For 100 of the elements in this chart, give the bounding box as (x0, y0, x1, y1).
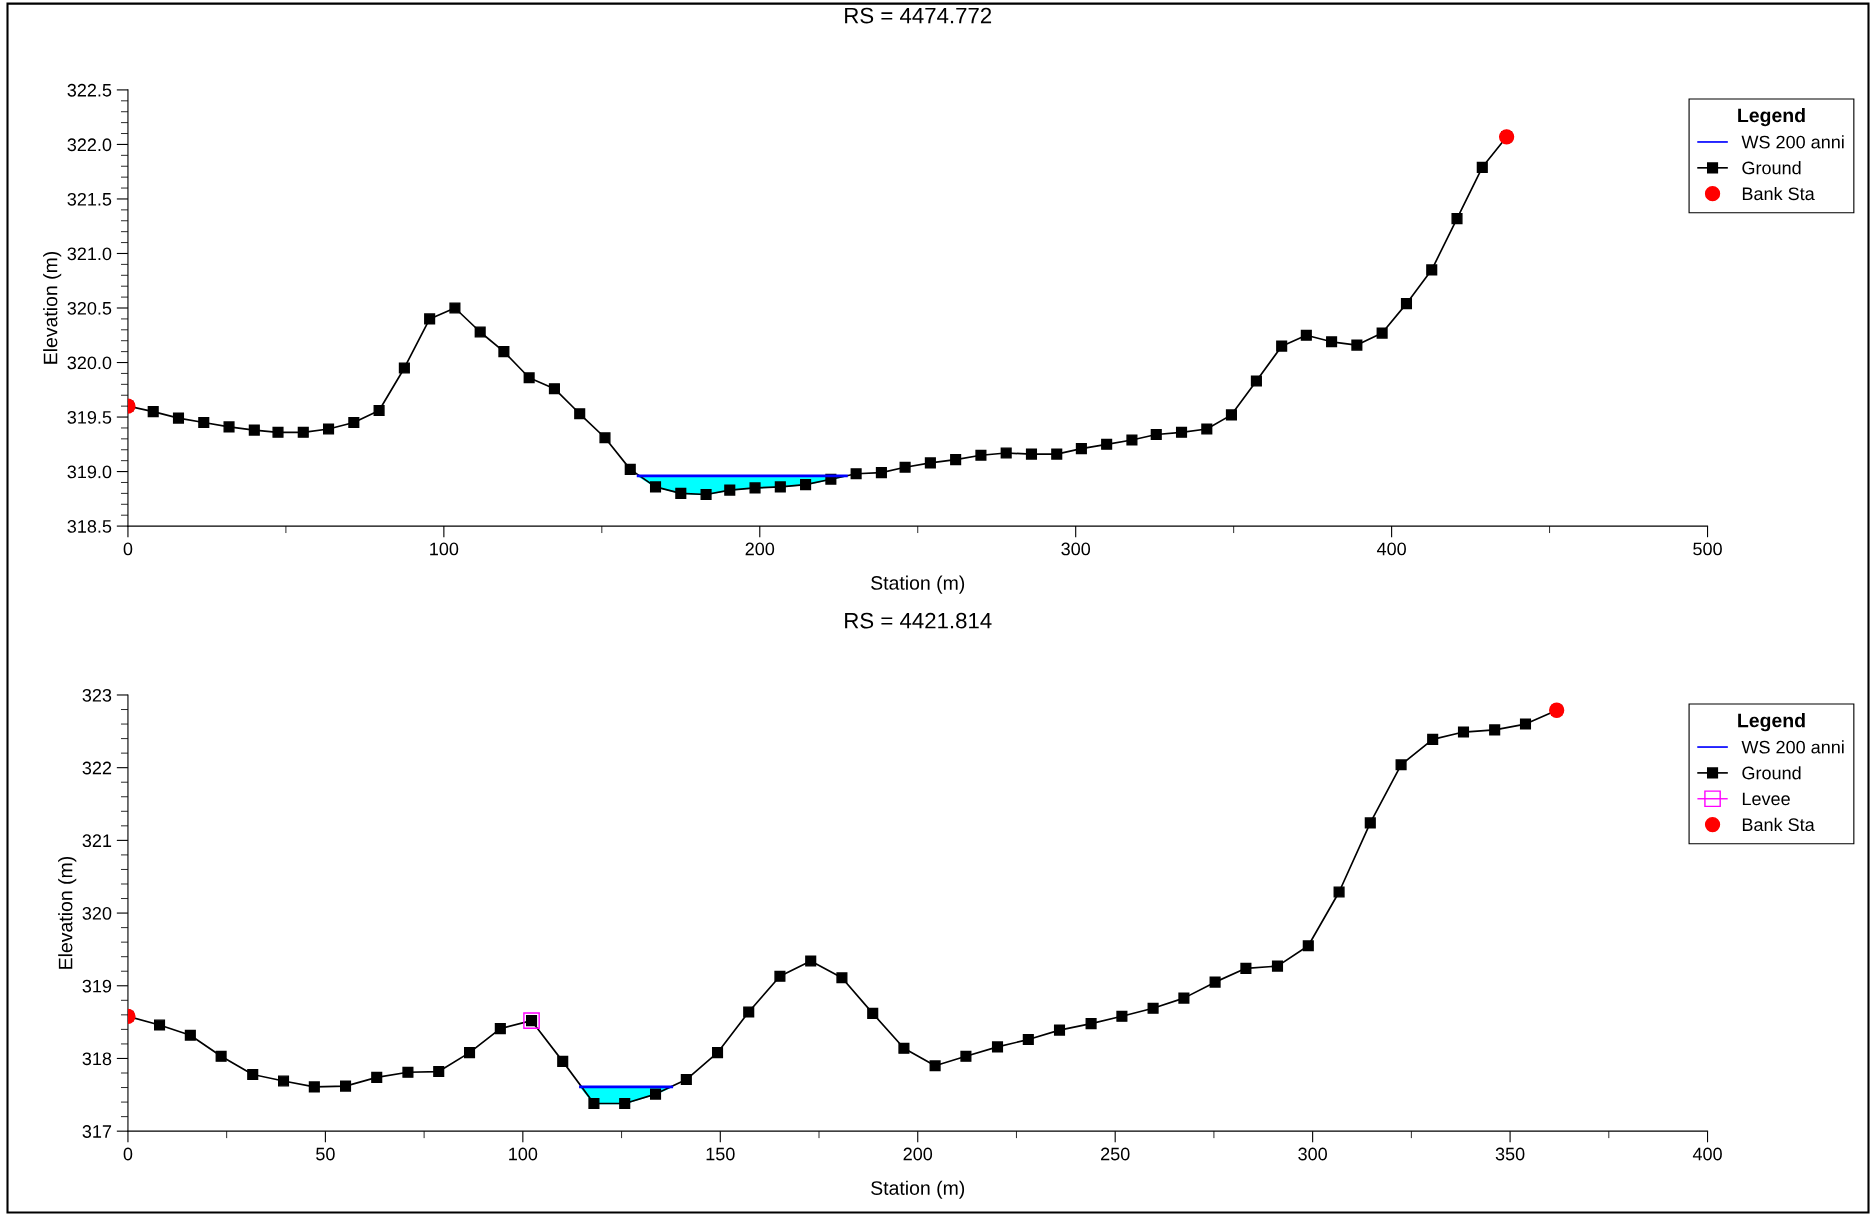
y-tick-label: 319.5 (67, 410, 112, 424)
x-tick-label: 300 (1298, 1147, 1327, 1161)
point (373, 404, 385, 417)
point (1519, 718, 1532, 730)
legend-label: Bank Sta (1742, 186, 1815, 201)
point (836, 972, 848, 984)
point (215, 1050, 227, 1062)
point (599, 432, 611, 444)
y-tick-label: 320 (82, 907, 112, 920)
point (743, 1006, 755, 1018)
point (1150, 428, 1162, 441)
point (624, 463, 636, 475)
point (850, 468, 862, 480)
point (700, 488, 712, 501)
point (371, 1071, 383, 1083)
point (929, 1060, 941, 1072)
point (247, 1068, 259, 1081)
point (1201, 423, 1213, 435)
point (449, 302, 461, 314)
point (1178, 992, 1190, 1004)
legend-label: WS 200 anni (1741, 135, 1844, 149)
legend-label: Ground (1742, 766, 1801, 780)
y-tick-label: 318.5 (67, 520, 112, 533)
point (1250, 375, 1262, 387)
point (950, 454, 962, 466)
point (800, 479, 812, 491)
point (1400, 298, 1413, 310)
point (348, 416, 360, 429)
legend-title: Legend (1738, 107, 1805, 127)
point (272, 426, 284, 438)
x-tick-label: 50 (316, 1147, 335, 1161)
y-tick-label: 317 (82, 1125, 112, 1138)
point (1364, 817, 1376, 829)
legend-label: Levee (1742, 792, 1790, 806)
point (474, 326, 486, 338)
point (1116, 1010, 1128, 1022)
point (153, 1019, 166, 1031)
point (1085, 1018, 1097, 1030)
point (322, 423, 335, 435)
point (711, 1047, 724, 1059)
point (424, 313, 436, 325)
y-tick-label: 320.0 (67, 356, 112, 370)
point (960, 1050, 972, 1062)
y-tick-label: 321.0 (67, 247, 112, 261)
point (724, 484, 736, 496)
x-tick-label: 250 (1101, 1147, 1130, 1161)
point (975, 449, 987, 461)
x-axis-title: Station (m) (871, 1180, 965, 1199)
point (1147, 1002, 1159, 1014)
point (749, 482, 761, 494)
point (433, 1065, 445, 1078)
x-tick-label: 100 (509, 1147, 538, 1161)
y-axis-title: Elevation (m) (58, 857, 77, 969)
point (308, 1081, 320, 1093)
point (548, 383, 560, 395)
point (1489, 724, 1501, 736)
point (1271, 960, 1284, 972)
point (898, 1042, 910, 1054)
point (1225, 409, 1238, 421)
point (498, 346, 510, 358)
point (1326, 336, 1338, 348)
x-tick-label: 200 (745, 542, 775, 556)
y-axis-title: Elevation (m) (43, 251, 62, 364)
y-tick-label: 321 (82, 834, 112, 848)
x-tick-label: 400 (1376, 542, 1406, 556)
point (402, 1066, 414, 1078)
y-tick-label: 319 (82, 979, 112, 993)
y-tick-label: 318 (82, 1052, 112, 1066)
point (557, 1055, 569, 1067)
point (1395, 759, 1407, 771)
x-tick-label: 100 (430, 542, 459, 556)
point (1025, 448, 1038, 460)
point (1053, 1024, 1066, 1036)
point (1276, 340, 1288, 352)
point (339, 1080, 352, 1092)
y-tick-label: 322.5 (67, 83, 112, 97)
point (805, 955, 817, 967)
point (1022, 1034, 1034, 1046)
point (1000, 447, 1012, 459)
point (774, 970, 786, 982)
point (1457, 726, 1470, 738)
legend-label: Bank Sta (1742, 817, 1815, 832)
x-tick-label: 0 (123, 1147, 133, 1161)
point (1300, 329, 1312, 341)
point (1209, 976, 1221, 988)
point (774, 481, 786, 493)
point (867, 1007, 879, 1019)
point (991, 1041, 1004, 1053)
x-tick-label: 300 (1061, 542, 1091, 556)
y-tick-label: 321.5 (67, 192, 112, 206)
x-tick-label: 150 (706, 1147, 735, 1161)
point (463, 1047, 476, 1059)
point (649, 481, 662, 493)
x-tick-label: 400 (1692, 1147, 1722, 1161)
x-tick-label: 350 (1495, 1147, 1525, 1161)
point (147, 406, 159, 418)
y-tick-label: 323 (82, 688, 112, 702)
point (398, 362, 410, 374)
y-tick-label: 322 (82, 761, 112, 775)
point (1376, 327, 1388, 339)
